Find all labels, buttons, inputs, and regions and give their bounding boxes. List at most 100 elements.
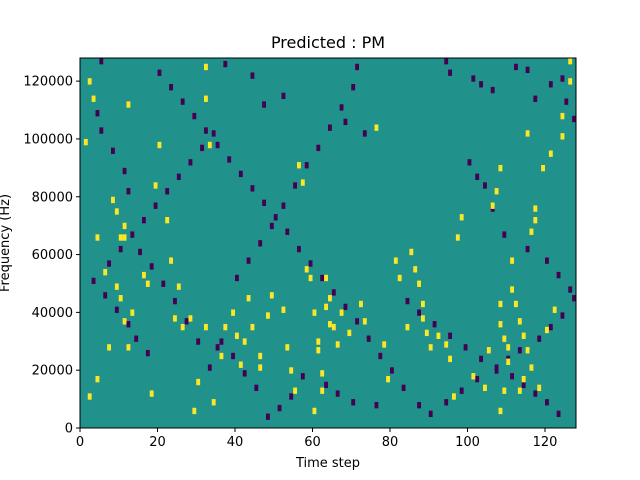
cell-low bbox=[223, 60, 228, 68]
cell-low bbox=[285, 228, 290, 235]
cell-high bbox=[517, 318, 522, 325]
cell-high bbox=[180, 323, 185, 331]
cell-high bbox=[545, 326, 549, 334]
cell-high bbox=[409, 248, 414, 256]
cell-high bbox=[281, 306, 286, 313]
cell-high bbox=[300, 179, 305, 186]
cell-low bbox=[200, 144, 205, 152]
cell-high bbox=[521, 332, 526, 339]
cell-low bbox=[149, 263, 154, 270]
y-tick-label: 80000 bbox=[32, 190, 73, 205]
cell-high bbox=[204, 323, 208, 331]
cell-high bbox=[204, 95, 208, 102]
cell-high bbox=[126, 344, 131, 351]
cell-low bbox=[273, 214, 278, 221]
y-tick-label: 0 bbox=[65, 422, 73, 437]
cell-high bbox=[304, 266, 309, 273]
cell-high bbox=[122, 234, 127, 241]
cell-high bbox=[514, 300, 518, 308]
cell-high bbox=[393, 257, 398, 264]
cell-low bbox=[304, 162, 309, 169]
cell-low bbox=[355, 63, 360, 71]
cell-high bbox=[494, 188, 499, 195]
cell-high bbox=[285, 344, 290, 351]
cell-high bbox=[266, 312, 270, 319]
cell-high bbox=[242, 338, 247, 345]
cell-low bbox=[401, 384, 406, 391]
cell-high bbox=[331, 323, 336, 331]
cell-high bbox=[118, 295, 123, 302]
cell-low bbox=[196, 338, 201, 345]
cell-low bbox=[514, 63, 518, 71]
cell-low bbox=[417, 309, 422, 316]
cell-low bbox=[533, 95, 538, 102]
cell-low bbox=[324, 381, 329, 389]
cell-low bbox=[118, 245, 123, 253]
cell-low bbox=[320, 274, 325, 282]
cell-high bbox=[537, 384, 542, 391]
cell-high bbox=[308, 274, 313, 282]
cell-high bbox=[316, 347, 321, 354]
cell-high bbox=[421, 315, 425, 322]
y-axis: 0 20000 40000 60000 80000 100000 120000 bbox=[23, 75, 80, 437]
y-axis-label: Frequency (Hz) bbox=[0, 194, 13, 292]
cell-low bbox=[568, 286, 573, 293]
cell-low bbox=[262, 101, 267, 108]
cell-low bbox=[173, 297, 177, 305]
cell-high bbox=[238, 361, 243, 368]
cell-low bbox=[293, 182, 298, 189]
cell-low bbox=[192, 112, 197, 120]
cell-high bbox=[436, 332, 441, 339]
cell-low bbox=[316, 144, 321, 152]
cell-high bbox=[87, 393, 92, 400]
cell-high bbox=[312, 407, 317, 415]
cell-high bbox=[107, 344, 112, 351]
cell-low bbox=[517, 347, 522, 354]
cell-low bbox=[560, 75, 565, 82]
cell-high bbox=[560, 112, 565, 120]
cell-high bbox=[173, 315, 177, 322]
cell-low bbox=[483, 182, 487, 189]
cell-low bbox=[479, 81, 484, 88]
cell-low bbox=[494, 364, 499, 371]
cell-low bbox=[548, 323, 553, 331]
plot-area bbox=[80, 58, 576, 428]
cell-low bbox=[138, 248, 143, 256]
cell-low bbox=[165, 188, 170, 195]
cell-low bbox=[343, 303, 348, 311]
cell-high bbox=[359, 300, 363, 308]
cell-low bbox=[107, 260, 112, 267]
cell-high bbox=[320, 370, 325, 377]
cell-high bbox=[328, 321, 332, 328]
cell-low bbox=[262, 199, 267, 206]
cell-high bbox=[157, 141, 162, 149]
cell-low bbox=[510, 373, 515, 380]
cell-high bbox=[87, 78, 92, 85]
cell-high bbox=[95, 375, 100, 383]
cell-high bbox=[142, 271, 146, 279]
cell-low bbox=[227, 156, 232, 163]
cell-high bbox=[525, 130, 530, 137]
cell-low bbox=[95, 110, 100, 117]
cell-low bbox=[157, 69, 162, 76]
cell-high bbox=[374, 124, 379, 131]
cell-high bbox=[347, 329, 352, 337]
cell-high bbox=[223, 323, 228, 331]
cell-high bbox=[502, 387, 507, 394]
cell-high bbox=[510, 257, 515, 264]
cell-high bbox=[269, 292, 274, 299]
cell-high bbox=[417, 280, 422, 287]
cell-high bbox=[328, 295, 332, 302]
cell-low bbox=[537, 335, 542, 342]
cell-low bbox=[126, 321, 131, 328]
cell-low bbox=[428, 410, 433, 418]
cell-low bbox=[525, 66, 530, 74]
cell-low bbox=[207, 364, 212, 371]
cell-low bbox=[390, 367, 394, 374]
cell-high bbox=[397, 274, 402, 282]
cell-high bbox=[568, 58, 573, 65]
cell-high bbox=[169, 257, 174, 264]
cell-high bbox=[486, 347, 491, 354]
cell-low bbox=[142, 216, 146, 224]
cell-high bbox=[289, 367, 294, 374]
